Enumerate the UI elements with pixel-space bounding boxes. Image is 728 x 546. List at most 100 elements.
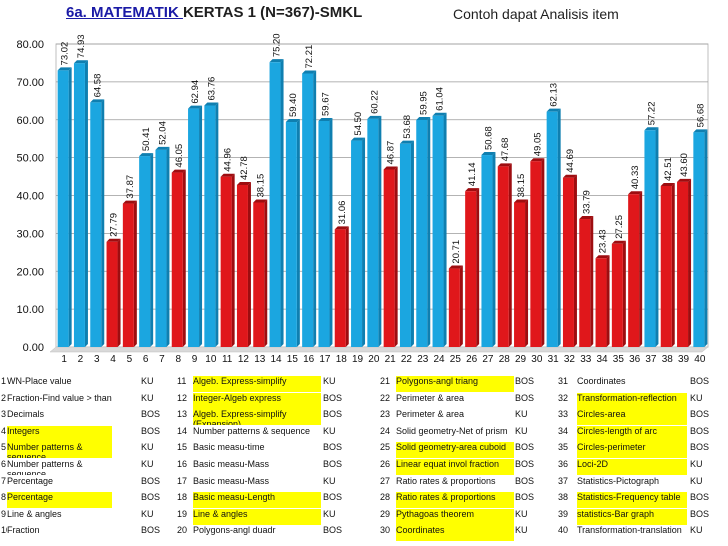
x-tick-label: 24: [433, 354, 445, 365]
legend-item-topic: Perimeter & area: [396, 392, 465, 403]
legend-item-code: BOS: [323, 409, 343, 420]
bar-side: [166, 146, 170, 347]
bar-top: [677, 178, 692, 182]
bar-side: [622, 240, 626, 347]
bar: [220, 176, 232, 347]
legend-item-code: BOS: [515, 392, 535, 403]
y-tick-label: 80.00: [16, 39, 44, 51]
legend-item-topic: Circles-perimeter: [577, 442, 687, 459]
bar-value-label: 44.96: [223, 148, 234, 172]
chart-title: 6a. MATEMATIK KERTAS 1 (N=367)-SMKL: [66, 4, 362, 21]
x-tick-label: 35: [613, 354, 625, 365]
x-tick-label: 2: [78, 354, 84, 365]
x-tick-label: 17: [319, 354, 331, 365]
bar-side: [296, 119, 300, 348]
x-tick-label: 36: [629, 354, 641, 365]
x-tick-label: 38: [662, 354, 674, 365]
x-tick-label: 10: [205, 354, 217, 365]
x-tick-label: 40: [694, 354, 706, 365]
bar-top: [497, 163, 512, 167]
bar-value-label: 62.94: [190, 80, 201, 104]
bar-value-label: 59.67: [320, 92, 331, 116]
x-tick-label: 33: [580, 354, 592, 365]
legend-item-code: KU: [141, 376, 154, 386]
chart-title-subject: 6a. MATEMATIK: [66, 4, 183, 21]
bar-side: [671, 182, 675, 347]
x-tick-label: 18: [336, 354, 348, 365]
legend-item-topic: Polygons-angl triang: [396, 376, 514, 392]
legend-item-code: KU: [141, 508, 154, 519]
x-tick-label: 12: [238, 354, 250, 365]
bar: [57, 70, 69, 347]
bar-value-label: 44.69: [565, 149, 576, 173]
legend-item-number: 3: [1, 409, 7, 420]
bar-top: [236, 181, 251, 185]
chart-header: 6a. MATEMATIK KERTAS 1 (N=367)-SMKL Cont…: [0, 2, 728, 28]
plot-floor: [49, 346, 709, 353]
legend-item-number: 2: [1, 392, 7, 403]
bar-value-label: 50.41: [141, 127, 152, 151]
bar: [351, 140, 363, 347]
bar: [318, 120, 330, 347]
bar: [579, 219, 591, 347]
bar: [269, 62, 281, 348]
bar: [399, 143, 411, 347]
legend-item-number: 10: [1, 525, 7, 536]
bar-top: [302, 70, 317, 74]
x-tick-label: 34: [596, 354, 608, 365]
legend-item-topic: Integer-Algeb express: [193, 392, 321, 409]
legend-item-topic: Loci-2D: [577, 459, 687, 475]
bar-value-label: 73.02: [60, 42, 71, 66]
bar-top: [351, 137, 366, 141]
bar-value-label: 37.87: [125, 175, 136, 199]
legend-item-code: KU: [515, 508, 528, 519]
bar-side: [247, 181, 251, 347]
legend-item-code: KU: [515, 525, 528, 536]
x-tick-label: 5: [127, 354, 133, 365]
bar-value-label: 27.79: [109, 213, 120, 237]
bar-value-label: 40.33: [630, 165, 641, 189]
legend-item-number: 40: [558, 525, 569, 536]
bar-side: [84, 60, 88, 347]
legend-item-code: KU: [323, 475, 336, 486]
legend-item-code: BOS: [515, 376, 535, 386]
bar-top: [73, 60, 88, 64]
bar-value-label: 31.06: [337, 201, 348, 225]
legend-item-number: 5: [1, 442, 7, 453]
x-tick-label: 30: [531, 354, 543, 365]
x-tick-label: 32: [564, 354, 576, 365]
legend-item-number: 19: [177, 508, 188, 519]
legend-item-topic: Solid geometry-area cuboid: [396, 442, 514, 459]
bar-side: [264, 199, 268, 347]
bar: [595, 258, 607, 347]
bar-top: [514, 199, 529, 203]
x-tick-label: 13: [254, 354, 266, 365]
x-tick-label: 11: [222, 354, 233, 365]
bar-top: [595, 255, 610, 259]
item-legend-table: 1 WN-Place value KU 2 Fraction-Find value > …: [0, 374, 728, 546]
x-tick-label: 23: [417, 354, 429, 365]
bar-top: [90, 99, 105, 103]
legend-item-topic: Fraction-Find value > than: [7, 392, 112, 403]
bar-top: [465, 188, 480, 192]
legend-item-topic: Perimeter & area: [396, 409, 465, 420]
y-tick-label: 70.00: [16, 77, 44, 89]
bar-top: [285, 119, 300, 123]
bar-side: [508, 163, 512, 347]
y-tick-label: 0.00: [23, 342, 44, 354]
y-tick-label: 20.00: [16, 266, 44, 278]
legend-item-code: BOS: [323, 442, 343, 453]
bar-side: [443, 112, 447, 347]
legend-item-topic: Statistics-Frequency table: [577, 492, 687, 509]
bar-value-label: 38.15: [516, 174, 527, 198]
bar-side: [215, 102, 219, 347]
legend-item-number: 14: [177, 425, 188, 436]
legend-item-code: KU: [690, 525, 703, 536]
bar-side: [101, 99, 105, 347]
legend-item-code: BOS: [690, 492, 710, 503]
x-tick-label: 1: [61, 354, 67, 365]
legend-item-code: KU: [323, 376, 336, 386]
legend-item-topic: Algeb. Express-simplify (Expansion): [193, 409, 321, 426]
bar-side: [590, 216, 594, 347]
bar: [302, 73, 314, 347]
